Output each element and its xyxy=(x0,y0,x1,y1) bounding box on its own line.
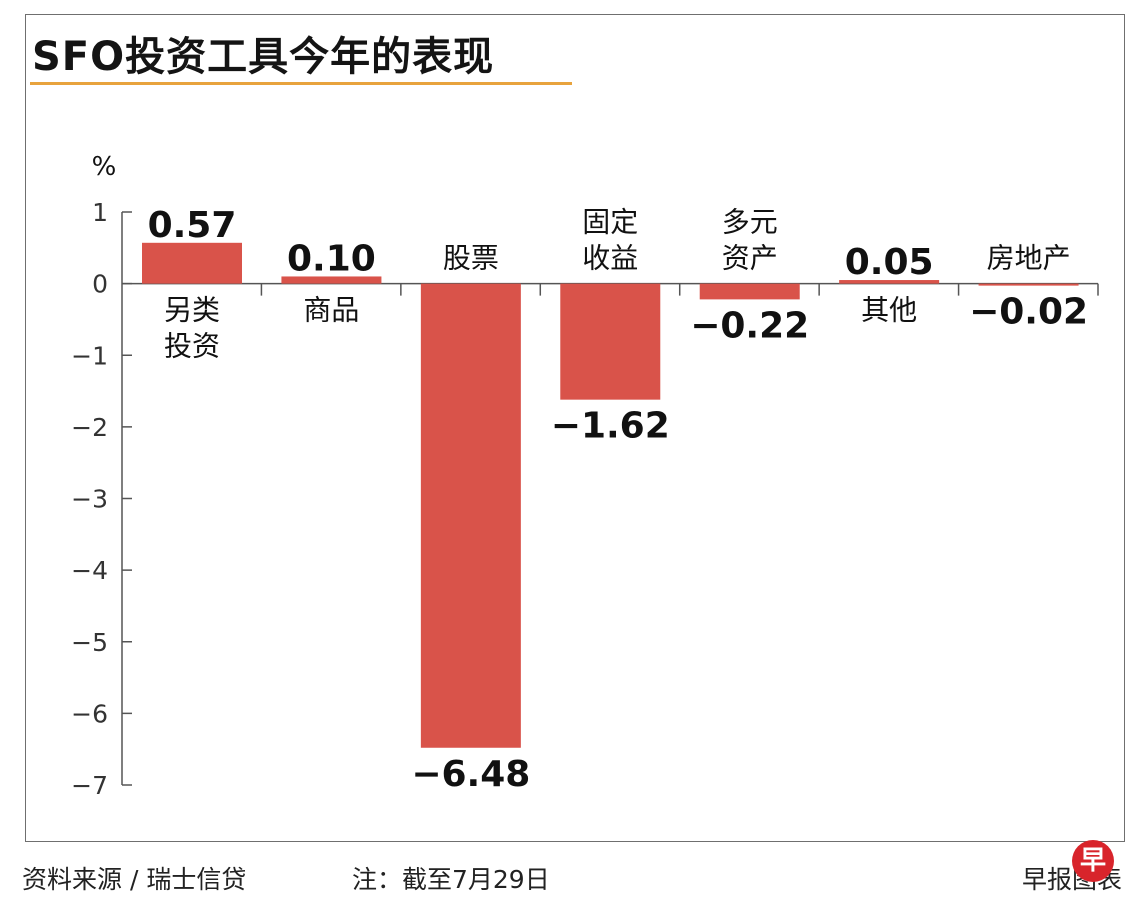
y-tick-label: 1 xyxy=(92,198,108,227)
data-label: −6.48 xyxy=(411,754,530,795)
y-tick-label: −1 xyxy=(71,341,108,370)
y-tick-label: −3 xyxy=(71,485,108,514)
bar xyxy=(839,280,940,284)
category-label: 资产 xyxy=(722,242,778,275)
category-label: 房地产 xyxy=(987,242,1071,275)
title-underline xyxy=(30,82,572,85)
data-label: −0.22 xyxy=(690,305,809,346)
zaobao-logo: 早 xyxy=(1072,840,1114,882)
category-label: 商品 xyxy=(303,294,359,327)
date-note: 注：截至7月29日 xyxy=(352,865,550,894)
y-tick-label: 0 xyxy=(92,270,108,299)
category-label: 另类 xyxy=(164,294,220,327)
category-label: 投资 xyxy=(164,330,220,363)
category-label: 收益 xyxy=(582,242,638,275)
y-tick-label: −6 xyxy=(71,699,108,728)
source-note: 资料来源 / 瑞士信贷 xyxy=(22,865,247,894)
bar xyxy=(978,283,1079,286)
data-label: 0.10 xyxy=(287,238,376,279)
bar xyxy=(281,276,382,284)
bar xyxy=(560,283,661,400)
y-tick-label: −2 xyxy=(71,413,108,442)
data-label: 0.05 xyxy=(845,242,934,283)
data-label: −1.62 xyxy=(551,406,670,447)
category-label: 固定 xyxy=(582,206,638,239)
y-tick-label: −4 xyxy=(71,556,108,585)
y-axis-unit: % xyxy=(92,152,117,182)
bar xyxy=(699,283,800,300)
data-label: 0.57 xyxy=(148,205,237,246)
y-tick-label: −5 xyxy=(71,628,108,657)
category-label: 其他 xyxy=(861,294,917,327)
chart-frame xyxy=(25,14,1125,842)
bar xyxy=(142,242,242,284)
bar xyxy=(420,283,521,748)
data-label: −0.02 xyxy=(969,292,1088,333)
category-label: 股票 xyxy=(443,242,499,275)
category-label: 多元 xyxy=(722,206,778,239)
chart-title: SFO投资工具今年的表现 xyxy=(32,34,495,80)
y-tick-label: −7 xyxy=(71,771,108,800)
